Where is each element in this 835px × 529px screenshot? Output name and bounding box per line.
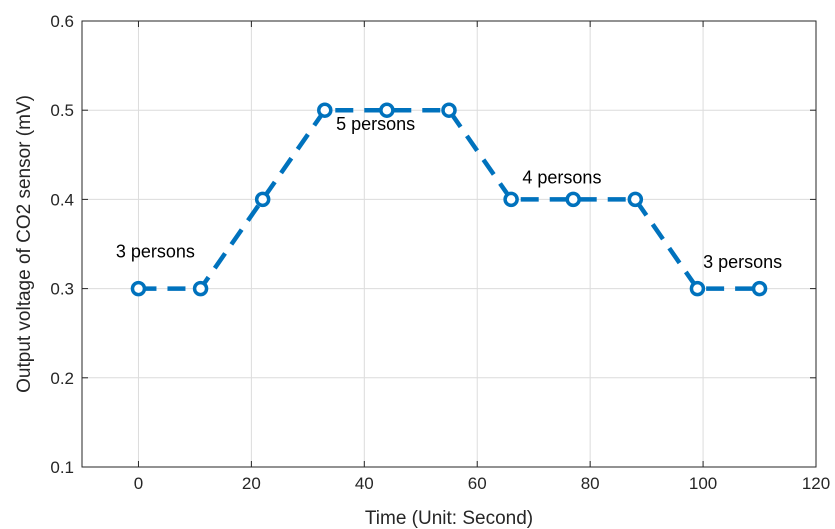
data-point-marker bbox=[254, 191, 271, 208]
y-tick-label: 0.2 bbox=[50, 369, 74, 388]
axes-box bbox=[81, 20, 817, 468]
annotations: 3 persons 5 persons 4 persons 3 persons bbox=[116, 114, 782, 272]
data-point-marker bbox=[503, 191, 519, 208]
annotation-label: 5 persons bbox=[336, 114, 415, 134]
annotation-label: 3 persons bbox=[703, 252, 782, 272]
x-tick-label: 20 bbox=[242, 474, 261, 493]
data-point-marker bbox=[441, 102, 457, 118]
x-tick-label: 120 bbox=[802, 474, 830, 493]
data-point-marker bbox=[130, 280, 147, 297]
x-tick-label: 100 bbox=[689, 474, 717, 493]
axis-ticks: 0 20 40 60 80 100 120 0.1 0.2 0.3 0.4 0.5 0.6 bbox=[50, 12, 830, 493]
annotation-label: 3 persons bbox=[116, 241, 195, 261]
data-point-marker bbox=[565, 191, 581, 208]
data-series bbox=[130, 102, 768, 297]
x-tick-label: 60 bbox=[468, 474, 487, 493]
y-tick-label: 0.1 bbox=[50, 458, 74, 477]
data-point-marker bbox=[627, 191, 644, 208]
x-tick-label: 80 bbox=[581, 474, 600, 493]
y-tick-label: 0.6 bbox=[50, 12, 74, 31]
x-tick-label: 40 bbox=[355, 474, 374, 493]
data-point-marker bbox=[689, 280, 706, 297]
series-line bbox=[138, 107, 760, 291]
data-point-marker bbox=[379, 102, 395, 118]
y-tick-label: 0.5 bbox=[50, 101, 74, 120]
data-point-marker bbox=[192, 280, 209, 297]
x-tick-label: 0 bbox=[134, 474, 143, 493]
y-tick-label: 0.4 bbox=[50, 190, 74, 209]
annotation-label: 4 persons bbox=[522, 167, 601, 187]
y-tick-label: 0.3 bbox=[50, 280, 74, 299]
y-axis-label: Output voltage of CO2 sensor (mV) bbox=[14, 95, 35, 393]
x-axis-label: Time (Unit: Second) bbox=[365, 508, 533, 529]
data-point-marker bbox=[751, 280, 768, 297]
data-point-marker bbox=[317, 102, 333, 118]
